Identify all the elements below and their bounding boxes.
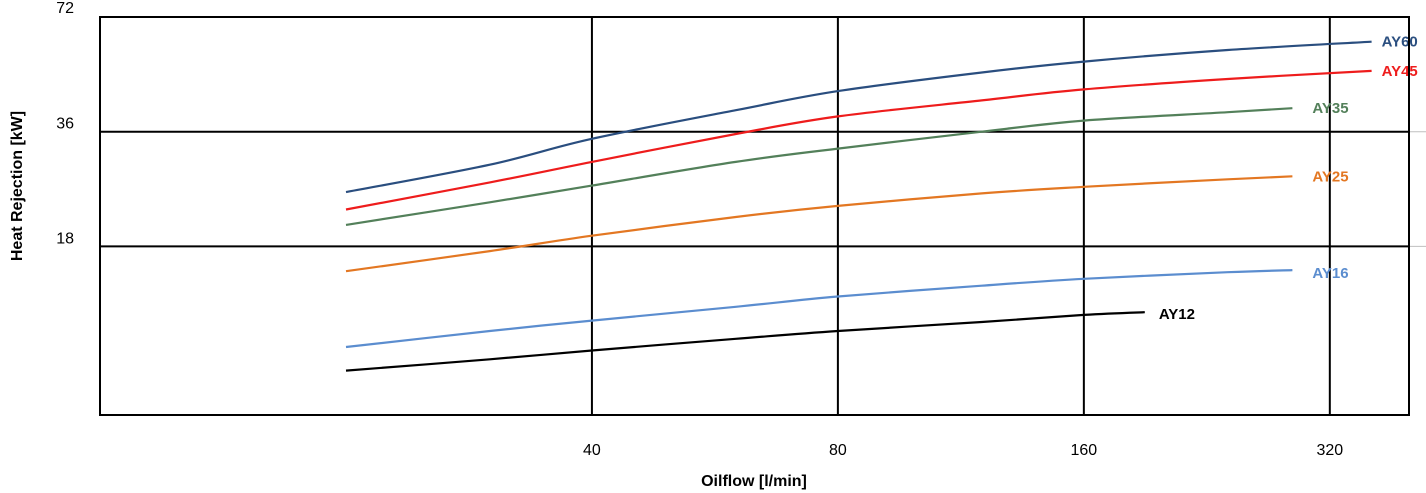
x-tick-label: 320 [1316,442,1343,459]
y-tick-label: 36 [56,116,74,133]
series-line-ay12 [345,311,1145,372]
series-lines [345,40,1372,372]
x-tick-label: 40 [583,442,601,459]
x-tick-label: 160 [1071,442,1098,459]
series-labels: AY60 AY45 AY35 AY25 AY16 AY12 [1159,34,1418,323]
series-line-ay16 [345,269,1293,349]
series-label-ay60: AY60 [1382,34,1418,51]
plot-frame [99,16,1410,416]
series-line-ay45 [345,69,1372,211]
y-tick-label: 72 [56,0,74,17]
tick-labels: 40 80 160 320 18 36 72 [56,0,1343,459]
series-line-ay60 [345,40,1372,194]
x-axis-title: Oilflow [l/min] [701,473,807,490]
series-line-ay25 [345,175,1293,273]
y-tick-label: 18 [56,230,74,247]
grid [100,17,1426,415]
series-line-ay35 [345,107,1293,226]
series-label-ay25: AY25 [1312,168,1348,185]
series-label-ay12: AY12 [1159,306,1195,323]
y-axis-title: Heat Rejection [kW] [9,111,26,261]
x-tick-label: 80 [829,442,847,459]
series-label-ay35: AY35 [1312,100,1348,117]
series-label-ay16: AY16 [1312,265,1348,282]
series-label-ay45: AY45 [1382,63,1418,80]
